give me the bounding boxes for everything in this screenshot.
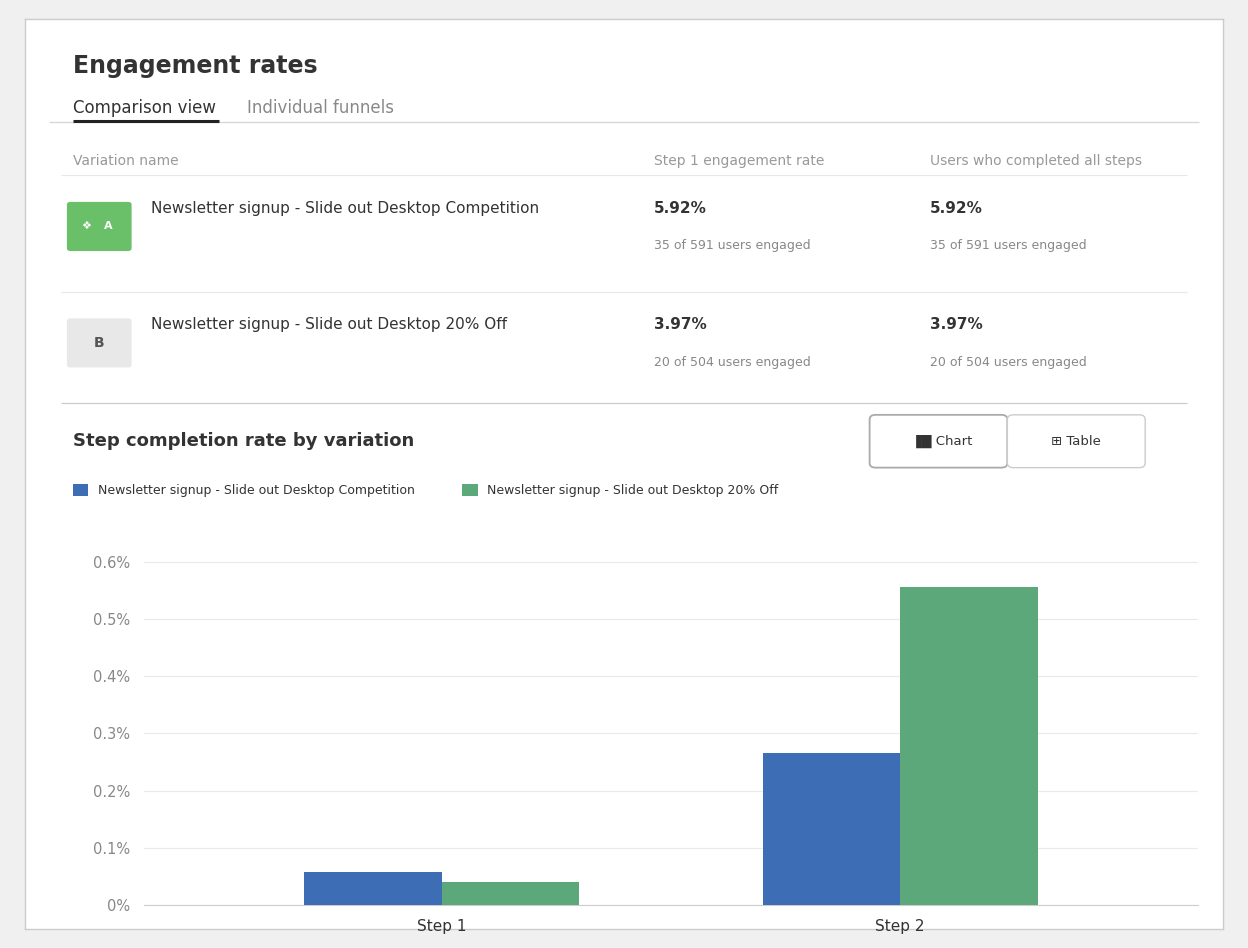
Text: 35 of 591 users engaged: 35 of 591 users engaged [930,239,1086,252]
Text: Engagement rates: Engagement rates [72,53,317,78]
Text: 3.97%: 3.97% [930,318,982,333]
Text: 3.97%: 3.97% [654,318,706,333]
FancyBboxPatch shape [1007,415,1146,467]
Text: Individual funnels: Individual funnels [247,99,393,117]
Bar [72,484,89,497]
Text: Newsletter signup - Slide out Desktop 20% Off: Newsletter signup - Slide out Desktop 20… [151,318,507,333]
Text: Comparison view: Comparison view [72,99,216,117]
Text: A: A [104,222,112,231]
Text: 5.92%: 5.92% [654,201,706,216]
Text: 35 of 591 users engaged: 35 of 591 users engaged [654,239,811,252]
Text: Newsletter signup - Slide out Desktop Competition: Newsletter signup - Slide out Desktop Co… [151,201,539,216]
FancyBboxPatch shape [67,319,131,368]
Text: Step completion rate by variation: Step completion rate by variation [72,432,414,450]
Text: Step 1 engagement rate: Step 1 engagement rate [654,154,825,168]
Text: ▐█ Chart: ▐█ Chart [911,434,972,447]
Bar [900,587,1037,905]
Text: Users who completed all steps: Users who completed all steps [930,154,1142,168]
Text: ⊞ Table: ⊞ Table [1051,435,1101,447]
Bar [442,883,579,905]
Text: Newsletter signup - Slide out Desktop Competition: Newsletter signup - Slide out Desktop Co… [99,483,414,497]
Text: B: B [94,336,105,350]
Text: Newsletter signup - Slide out Desktop 20% Off: Newsletter signup - Slide out Desktop 20… [488,483,779,497]
Bar [763,754,900,905]
Text: 20 of 504 users engaged: 20 of 504 users engaged [654,356,811,369]
Text: 20 of 504 users engaged: 20 of 504 users engaged [930,356,1086,369]
Bar [462,484,478,497]
Text: Variation name: Variation name [72,154,178,168]
FancyBboxPatch shape [67,202,131,251]
Text: ❖: ❖ [81,222,91,231]
Text: 5.92%: 5.92% [930,201,982,216]
FancyBboxPatch shape [870,415,1007,467]
Bar [305,871,442,905]
